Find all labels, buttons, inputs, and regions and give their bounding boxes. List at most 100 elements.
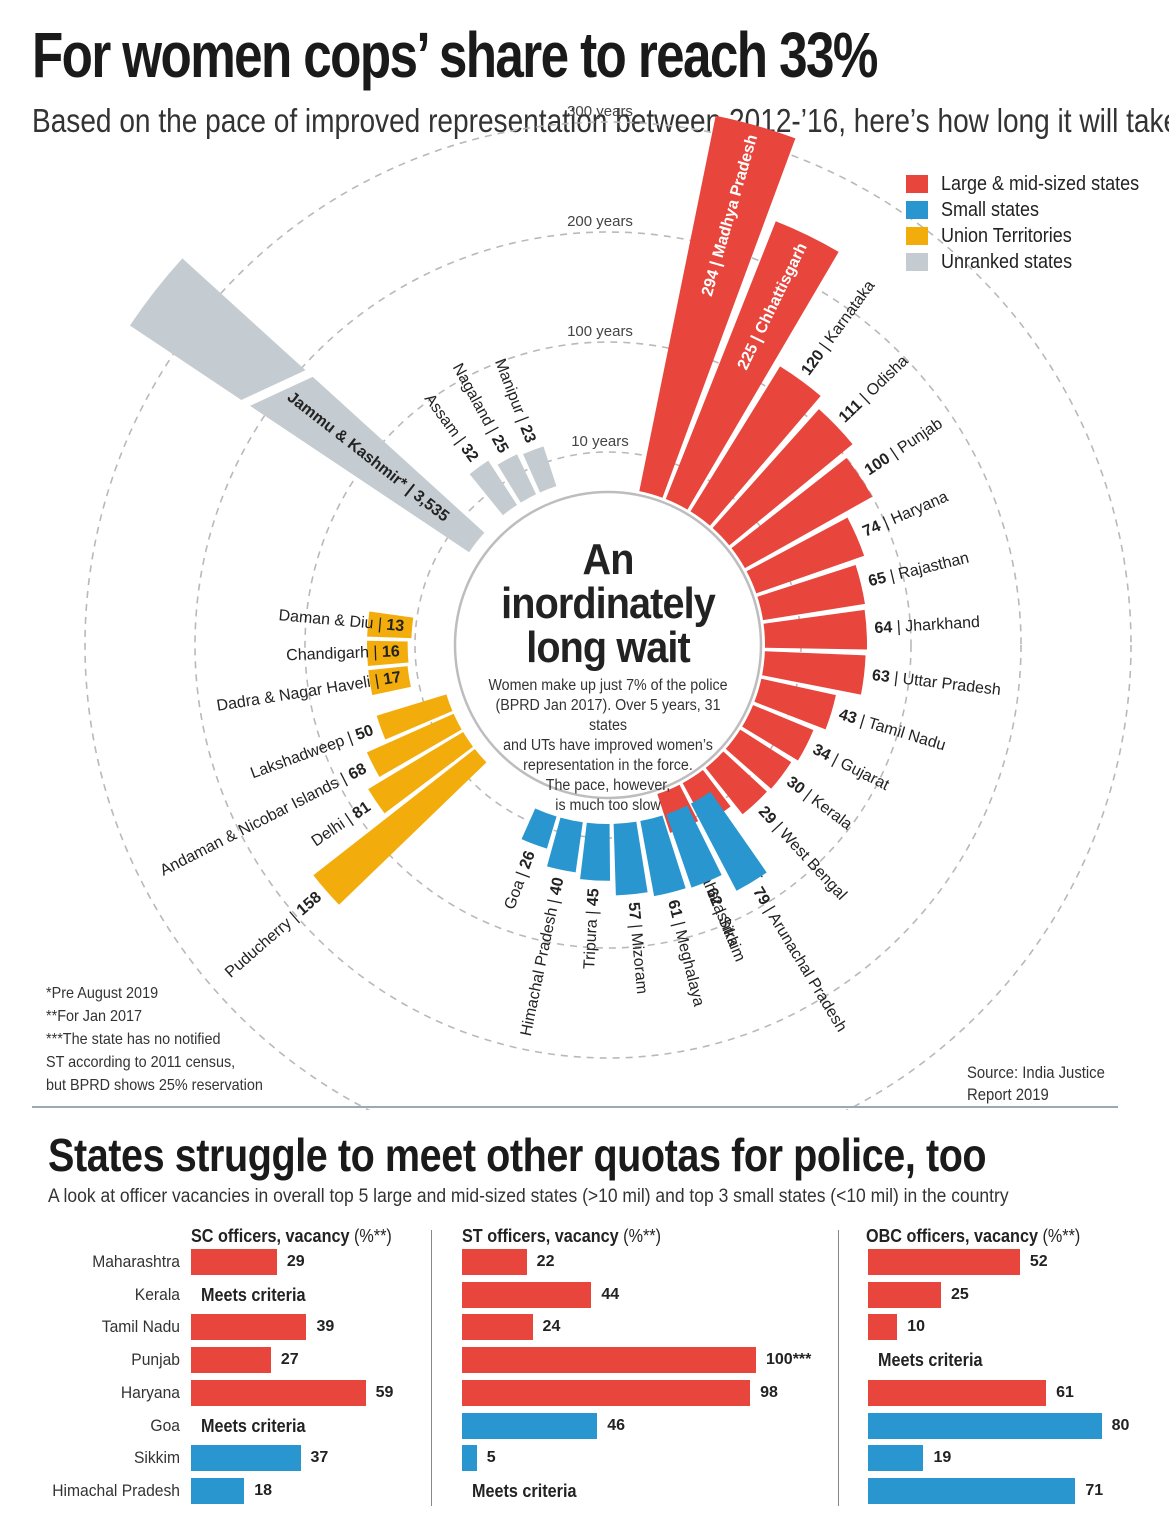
legend: Large & mid-sized states Small states Un… xyxy=(906,171,1161,275)
row-label: Sikkim xyxy=(14,1448,180,1468)
legend-swatch xyxy=(906,253,928,271)
footnote: but BPRD shows 25% reservation xyxy=(46,1074,263,1097)
bar-vacancy xyxy=(868,1413,1102,1439)
bar-vacancy xyxy=(462,1249,527,1275)
center-title-line: long wait xyxy=(475,626,741,670)
meets-criteria-label: Meets criteria xyxy=(878,1350,982,1371)
bar-small-state xyxy=(580,823,610,881)
bar-vacancy xyxy=(191,1347,271,1373)
bar-label: 43 | Tamil Nadu xyxy=(837,706,948,754)
panel-header: SC officers, vacancy (%**) xyxy=(191,1226,392,1247)
legend-label: Union Territories xyxy=(941,225,1072,248)
legend-swatch xyxy=(906,227,928,245)
bar-label: 63 | Uttar Pradesh xyxy=(871,667,1002,699)
legend-item: Large & mid-sized states xyxy=(906,171,1161,197)
center-description: Women make up just 7% of the police (BPR… xyxy=(481,676,735,816)
bar-value-label: 25 xyxy=(951,1286,969,1304)
bar-value-label: 71 xyxy=(1085,1482,1103,1500)
panel-header-name: OBC officers, vacancy xyxy=(866,1226,1042,1246)
footnote: ***The state has no notified xyxy=(46,1028,263,1051)
bar-value-label: 39 xyxy=(316,1318,334,1336)
bar-value-label: 27 xyxy=(281,1351,299,1369)
bar-vacancy xyxy=(191,1380,366,1406)
legend-swatch xyxy=(906,175,928,193)
bar-value-label: 24 xyxy=(543,1318,561,1336)
bar-vacancy xyxy=(868,1282,941,1308)
source-note: Source: India Justice Report 2019 xyxy=(967,1062,1105,1106)
bar-label: Tripura | 45 xyxy=(581,888,602,970)
bar-value-label: 18 xyxy=(254,1482,272,1500)
row-label: Maharashtra xyxy=(14,1252,180,1272)
bar-vacancy xyxy=(868,1478,1075,1504)
legend-label: Unranked states xyxy=(941,251,1072,274)
panel-divider xyxy=(838,1230,839,1506)
section-subtitle: A look at officer vacancies in overall t… xyxy=(48,1186,1009,1208)
panel-header-unit: (%**) xyxy=(354,1226,392,1246)
legend-item: Unranked states xyxy=(906,249,1161,275)
meets-criteria-label: Meets criteria xyxy=(201,1416,305,1437)
bar-label: Himachal Pradesh | 40 xyxy=(518,876,568,1038)
panel-header-unit: (%**) xyxy=(1042,1226,1080,1246)
bar-label: 34 | Gujarat xyxy=(810,741,892,794)
bar-value-label: 37 xyxy=(311,1449,329,1467)
bar-vacancy xyxy=(462,1445,477,1471)
row-label: Kerala xyxy=(14,1285,180,1305)
bar-label: 111 | Odisha xyxy=(836,353,912,427)
bar-value-label: 61 xyxy=(1056,1384,1074,1402)
panel-divider xyxy=(431,1230,432,1506)
bar-label: 62 | Sikkim xyxy=(702,886,748,964)
bar-value-label: 46 xyxy=(607,1417,625,1435)
center-title: An inordinately long wait xyxy=(475,538,741,670)
bar-value-label: 19 xyxy=(933,1449,951,1467)
bar-vacancy xyxy=(462,1380,750,1406)
bar-label: 74 | Haryana xyxy=(860,489,951,541)
bar-value-label: 52 xyxy=(1030,1253,1048,1271)
bar-label: Puducherry | 158 xyxy=(222,889,325,982)
bar-label: 57 | Mizoram xyxy=(624,901,650,994)
bar-vacancy xyxy=(191,1445,301,1471)
bar-vacancy xyxy=(191,1478,244,1504)
bar-vacancy xyxy=(462,1413,597,1439)
section-divider xyxy=(32,1106,1118,1108)
bar-value-label: 44 xyxy=(601,1286,619,1304)
ring-label: 200 years xyxy=(567,213,633,230)
row-label: Haryana xyxy=(14,1383,180,1403)
bar-vacancy xyxy=(868,1445,923,1471)
bar-value-label: 5 xyxy=(487,1449,496,1467)
row-label: Tamil Nadu xyxy=(14,1317,180,1337)
panel-header: OBC officers, vacancy (%**) xyxy=(866,1226,1080,1247)
bar-value-label: 100*** xyxy=(766,1351,811,1369)
section-title: States struggle to meet other quotas for… xyxy=(48,1128,986,1182)
bar-label: 65 | Rajasthan xyxy=(867,550,971,591)
row-label: Punjab xyxy=(14,1350,180,1370)
panel-header-name: SC officers, vacancy xyxy=(191,1226,354,1246)
legend-label: Small states xyxy=(941,199,1039,222)
legend-swatch xyxy=(906,201,928,219)
footnote: ST according to 2011 census, xyxy=(46,1051,263,1074)
row-label: Goa xyxy=(14,1416,180,1436)
footnote: *Pre August 2019 xyxy=(46,982,263,1005)
bar-vacancy xyxy=(462,1347,756,1373)
bar-label: 30 | Kerala xyxy=(783,774,855,834)
bar-label: Goa | 26 xyxy=(502,849,539,912)
bar-vacancy xyxy=(191,1249,277,1275)
bar-value-label: 10 xyxy=(907,1318,925,1336)
panel-header-unit: (%**) xyxy=(623,1226,661,1246)
bar-value-label: 59 xyxy=(376,1384,394,1402)
bar-value-label: 29 xyxy=(287,1253,305,1271)
row-label: Himachal Pradesh xyxy=(14,1481,180,1501)
bar-label: Daman & Diu | 13 xyxy=(278,607,405,635)
bar-vacancy xyxy=(191,1314,306,1340)
bar-label: 100 | Punjab xyxy=(862,415,946,479)
footnote: **For Jan 2017 xyxy=(46,1005,263,1028)
footnotes: *Pre August 2019 **For Jan 2017 ***The s… xyxy=(46,982,263,1097)
panel-header: ST officers, vacancy (%**) xyxy=(462,1226,661,1247)
bar-label: 64 | Jharkhand xyxy=(874,614,980,637)
ring-label: 100 years xyxy=(567,323,633,340)
bar-label: 79 | Arunachal Pradesh xyxy=(749,884,850,1035)
ring-label: 10 years xyxy=(571,433,629,450)
bar-vacancy xyxy=(868,1249,1020,1275)
legend-label: Large & mid-sized states xyxy=(941,173,1139,196)
bar-value-label: 80 xyxy=(1112,1417,1130,1435)
ring-label: 300 years xyxy=(567,103,633,120)
